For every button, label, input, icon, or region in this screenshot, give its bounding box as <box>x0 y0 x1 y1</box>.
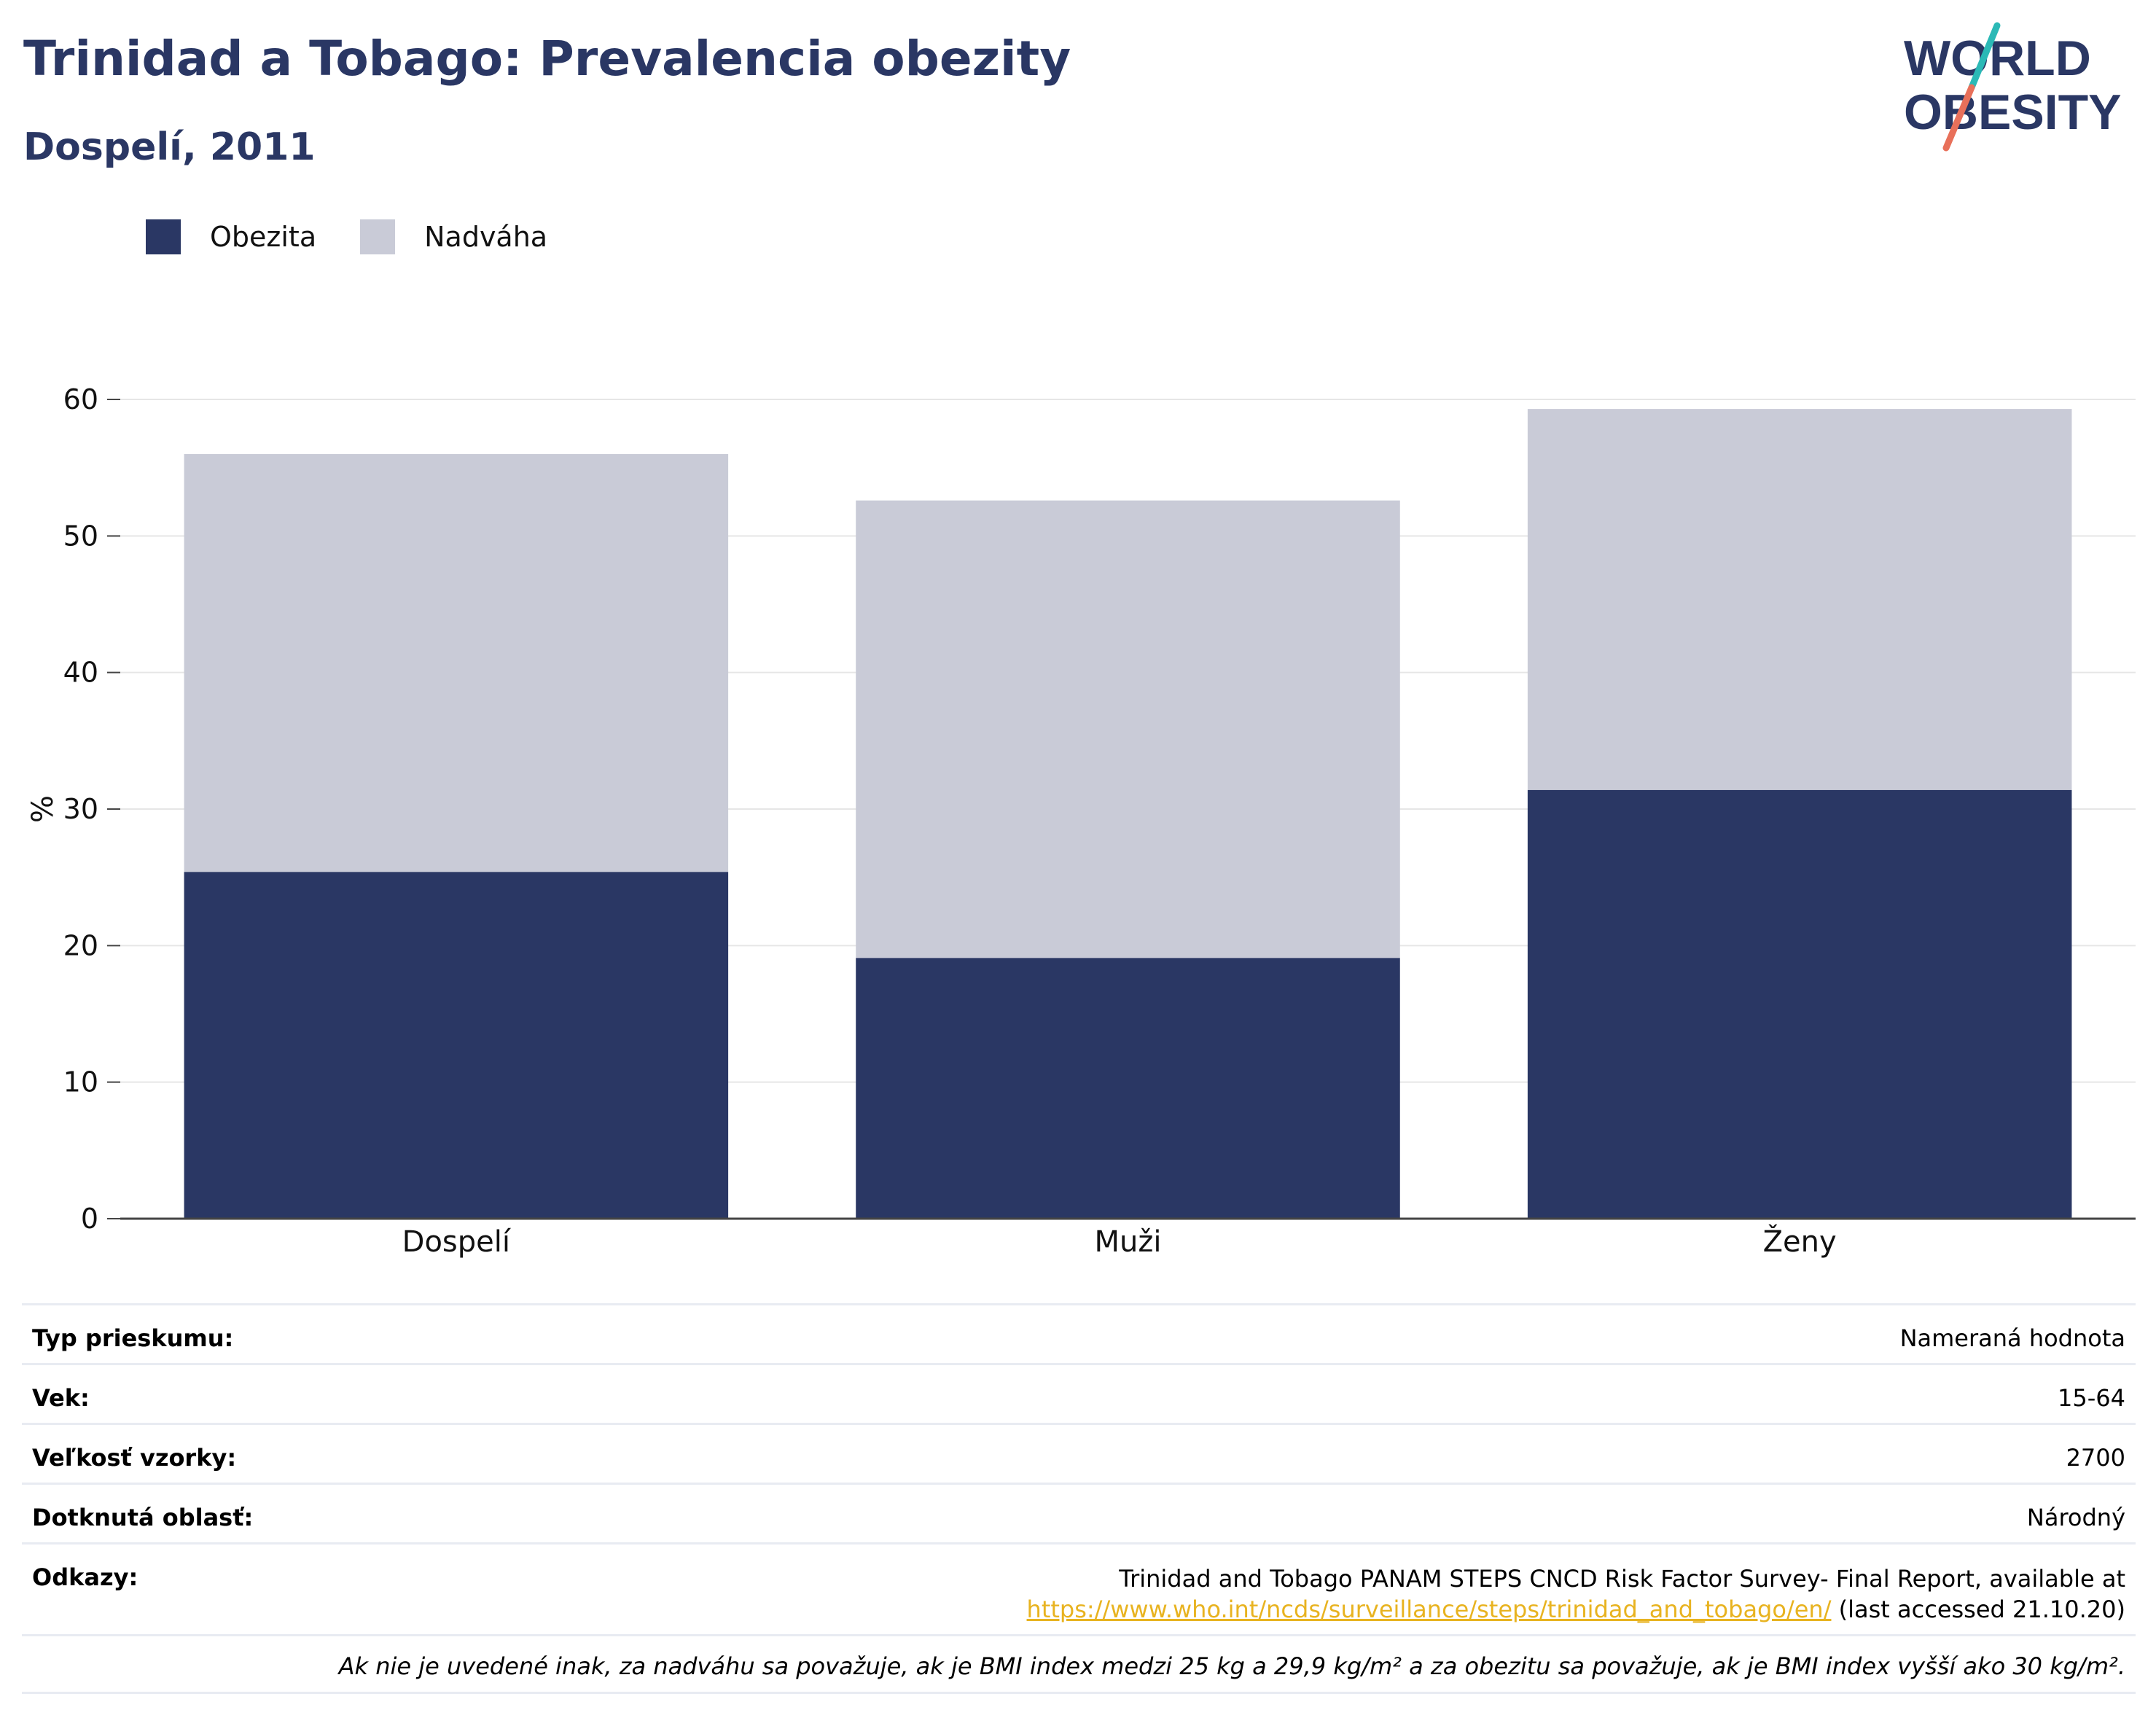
bar-obezita-muzi <box>856 958 1400 1219</box>
meta-value: Nameraná hodnota <box>1899 1324 2125 1352</box>
references-suffix: (last accessed 21.10.20) <box>1831 1596 2125 1623</box>
meta-value: Národný <box>2026 1504 2125 1531</box>
bar-nadvaha-dospeli <box>184 453 729 872</box>
logo-text-world: WORLD <box>1904 31 2091 86</box>
chart-subtitle: Dospelí, 2011 <box>23 125 316 169</box>
chart-legend: Obezita Nadváha <box>146 215 591 259</box>
chart-title: Trinidad a Tobago: Prevalencia obezity <box>23 31 1071 87</box>
meta-value: 2700 <box>2066 1444 2125 1472</box>
meta-row-age: Vek: 15-64 <box>22 1363 2136 1423</box>
legend-item-nadvaha[interactable]: Nadváha <box>360 219 547 254</box>
x-tick-label: Muži <box>1095 1225 1162 1259</box>
meta-key: Odkazy: <box>32 1563 138 1591</box>
bar-nadvaha-muzi <box>856 500 1400 958</box>
legend-swatch-obezita <box>146 219 181 254</box>
meta-row-references: Odkazy: Trinidad and Tobago PANAM STEPS … <box>22 1542 2136 1634</box>
y-tick-label: 60 <box>63 383 98 415</box>
y-axis-label: % <box>26 795 60 823</box>
y-tick-label: 20 <box>63 929 98 961</box>
meta-key: Dotknutá oblasť: <box>32 1504 254 1531</box>
y-tick-label: 40 <box>63 657 98 689</box>
meta-key: Veľkosť vzorky: <box>32 1444 237 1472</box>
x-tick-label: Dospelí <box>402 1225 512 1259</box>
bar-obezita-dospeli <box>184 872 729 1219</box>
meta-key: Typ prieskumu: <box>32 1324 234 1352</box>
bar-nadvaha-zeny <box>1527 409 2072 790</box>
bar-obezita-zeny <box>1527 789 2072 1219</box>
world-obesity-logo: WORLD OBESITY <box>1904 22 2122 152</box>
references-link[interactable]: https://www.who.int/ncds/surveillance/st… <box>1026 1596 1832 1623</box>
meta-row-area: Dotknutá oblasť: Národný <box>22 1483 2136 1542</box>
y-tick-label: 10 <box>63 1066 98 1098</box>
meta-value: 15-64 <box>2058 1384 2125 1412</box>
meta-key: Vek: <box>32 1384 90 1412</box>
y-tick-label: 50 <box>63 520 98 552</box>
logo-text-obesity: OBESITY <box>1904 85 2122 140</box>
y-tick-label: 0 <box>81 1203 98 1235</box>
x-tick-label: Ženy <box>1763 1224 1837 1259</box>
legend-label-obezita: Obezita <box>210 221 317 253</box>
legend-label-nadvaha: Nadváha <box>424 221 548 253</box>
bmi-definition-note: Ak nie je uvedené inak, za nadváhu sa po… <box>22 1634 2136 1694</box>
meta-row-survey-type: Typ prieskumu: Nameraná hodnota <box>22 1303 2136 1363</box>
references-line: Trinidad and Tobago PANAM STEPS CNCD Ris… <box>1119 1565 2125 1593</box>
logo-slash-teal <box>1968 22 2001 91</box>
references-text: Trinidad and Tobago PANAM STEPS CNCD Ris… <box>1027 1563 2125 1625</box>
legend-item-obezita[interactable]: Obezita <box>146 219 316 254</box>
logo-slash-coral <box>1942 84 1975 152</box>
y-tick-label: 30 <box>63 793 98 825</box>
stacked-bar-chart: 0 10 20 30 40 50 60% Dospelí Muži Ženy <box>26 383 2136 1259</box>
meta-row-sample-size: Veľkosť vzorky: 2700 <box>22 1423 2136 1483</box>
survey-info-table: Typ prieskumu: Nameraná hodnota Vek: 15-… <box>22 1303 2136 1694</box>
legend-swatch-nadvaha <box>360 219 396 254</box>
